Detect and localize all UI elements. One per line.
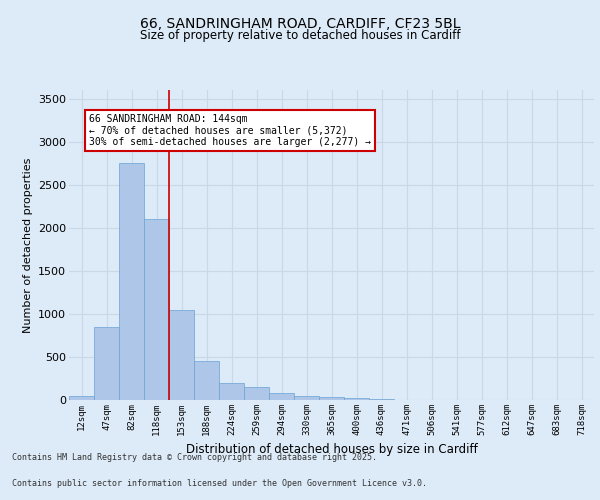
Text: Contains HM Land Registry data © Crown copyright and database right 2025.: Contains HM Land Registry data © Crown c… <box>12 454 377 462</box>
Text: 66, SANDRINGHAM ROAD, CARDIFF, CF23 5BL: 66, SANDRINGHAM ROAD, CARDIFF, CF23 5BL <box>140 18 460 32</box>
Bar <box>194 361 219 400</box>
Y-axis label: Number of detached properties: Number of detached properties <box>23 158 32 332</box>
Bar <box>119 163 144 400</box>
Bar <box>69 396 94 400</box>
Bar <box>144 219 169 400</box>
Bar <box>244 387 269 400</box>
Text: 66 SANDRINGHAM ROAD: 144sqm
← 70% of detached houses are smaller (5,372)
30% of : 66 SANDRINGHAM ROAD: 144sqm ← 70% of det… <box>89 114 371 148</box>
Text: Size of property relative to detached houses in Cardiff: Size of property relative to detached ho… <box>140 29 460 42</box>
X-axis label: Distribution of detached houses by size in Cardiff: Distribution of detached houses by size … <box>185 444 478 456</box>
Bar <box>269 393 294 400</box>
Text: Contains public sector information licensed under the Open Government Licence v3: Contains public sector information licen… <box>12 478 427 488</box>
Bar <box>319 398 344 400</box>
Bar <box>369 398 394 400</box>
Bar <box>219 383 244 400</box>
Bar <box>344 398 369 400</box>
Bar <box>94 327 119 400</box>
Bar <box>169 310 194 400</box>
Bar <box>294 396 319 400</box>
